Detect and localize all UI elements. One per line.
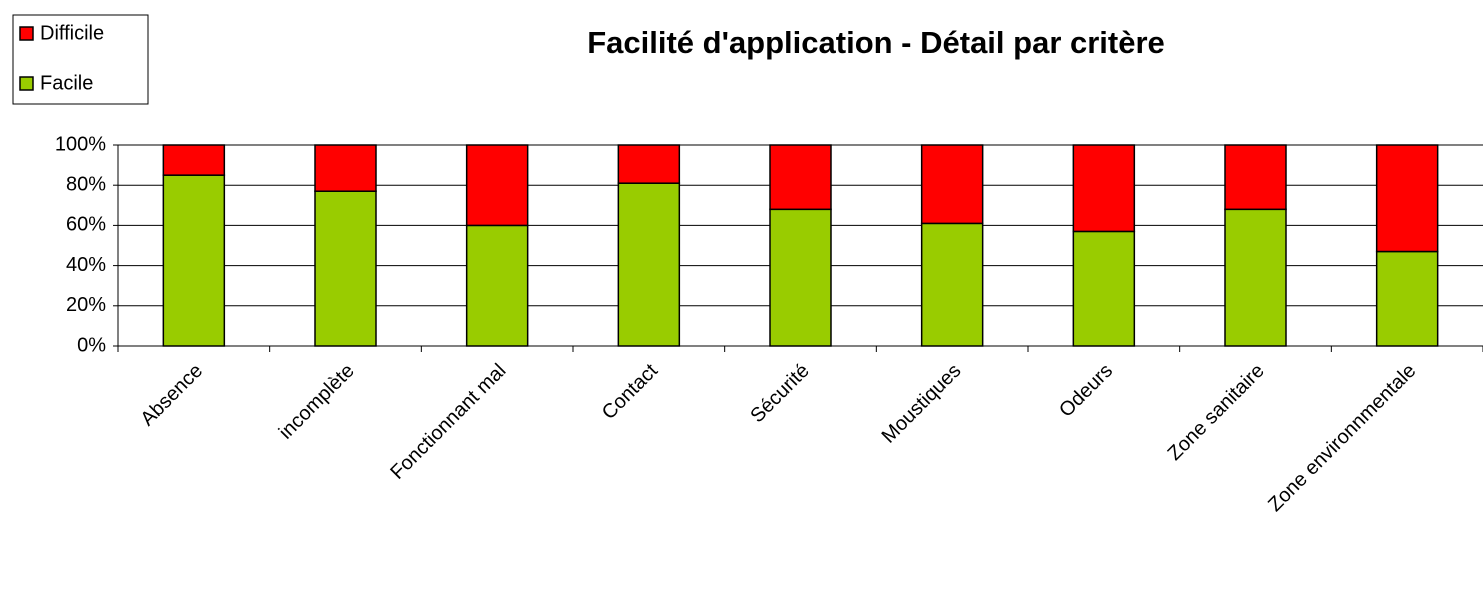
bar-segment <box>1072 144 1136 233</box>
bar-segment <box>1224 208 1287 347</box>
bar-segment <box>1375 250 1439 347</box>
bar-segment <box>617 182 681 347</box>
bar-segment <box>465 224 529 347</box>
x-tick-label: Odeurs <box>1055 360 1117 422</box>
y-tick-label: 40% <box>66 254 106 276</box>
x-tick-label: Sécurité <box>746 360 813 427</box>
x-tick-label: incomplète <box>275 360 359 444</box>
bar-segment <box>920 144 984 225</box>
bar-segment <box>1224 144 1287 211</box>
bar-segment <box>920 222 984 347</box>
bar-segment <box>617 144 681 184</box>
bar-segment <box>162 144 226 176</box>
bar-segment <box>314 190 377 347</box>
bar-segment <box>1375 144 1439 253</box>
chart-title: Facilité d'application - Détail par crit… <box>587 25 1165 60</box>
x-tick-label: Absence <box>137 360 208 431</box>
y-tick-label: 80% <box>66 173 106 195</box>
x-tick-label: Zone sanitaire <box>1164 360 1269 465</box>
y-tick-label: 100% <box>55 133 106 155</box>
legend-swatch <box>19 76 34 91</box>
y-tick-label: 0% <box>77 334 106 356</box>
x-tick-label: Zone environnmentale <box>1264 360 1420 516</box>
legend-box <box>12 14 149 105</box>
x-tick-label: Fonctionnant mal <box>386 360 510 484</box>
x-tick-label: Moustiques <box>878 360 966 448</box>
bar-segment <box>162 174 226 347</box>
bar-segment <box>1072 230 1136 347</box>
y-tick-label: 20% <box>66 294 106 316</box>
bar-segment <box>769 208 832 347</box>
bar-segment <box>314 144 377 192</box>
legend-label: Facile <box>40 72 93 94</box>
legend-label: Difficile <box>40 22 104 44</box>
bar-segment <box>465 144 529 227</box>
x-tick-label: Contact <box>598 359 663 424</box>
y-tick-label: 60% <box>66 214 106 236</box>
legend-swatch <box>19 26 34 41</box>
bar-segment <box>769 144 832 211</box>
